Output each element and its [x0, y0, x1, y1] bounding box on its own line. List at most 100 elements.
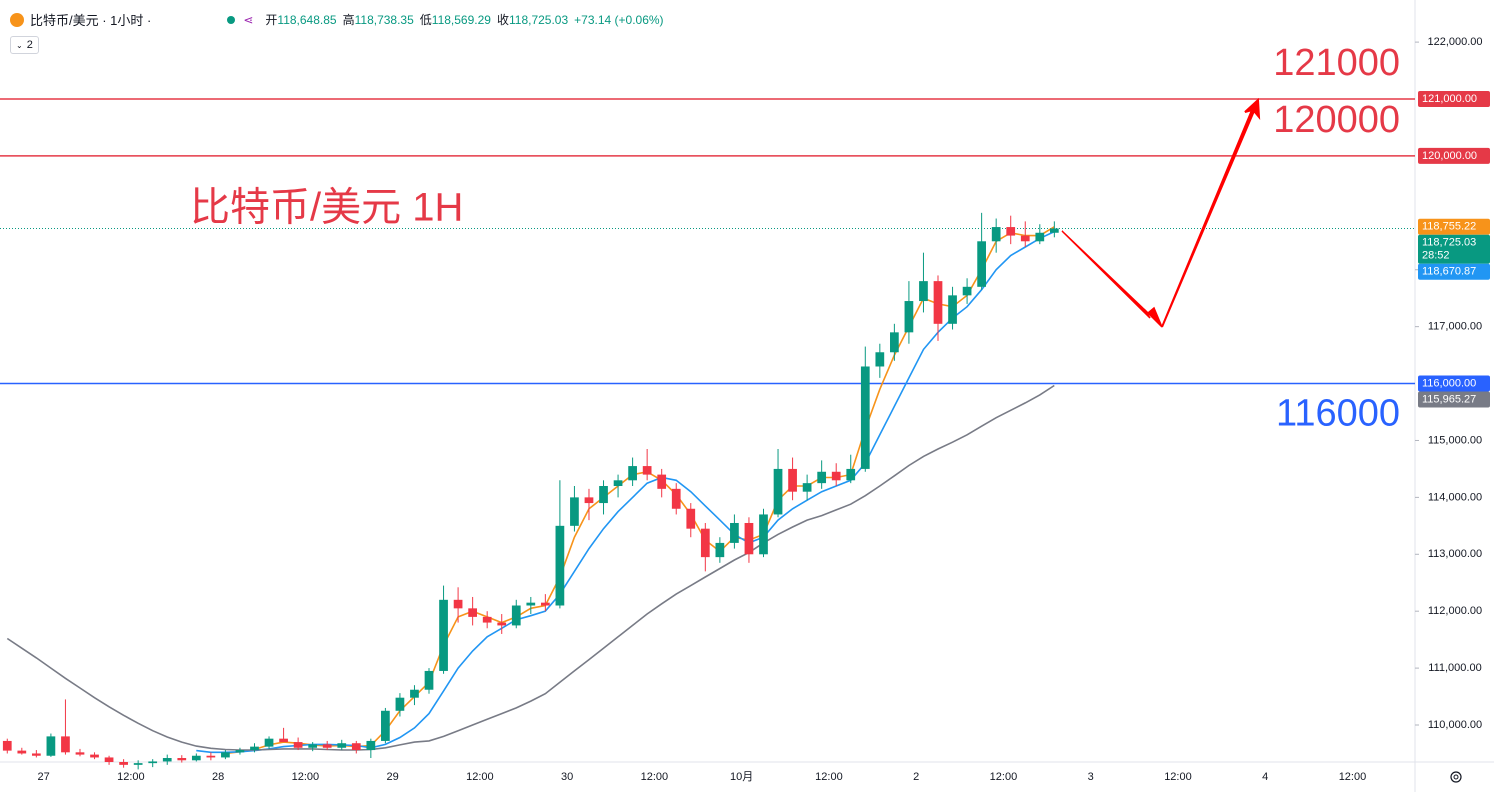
- settings-icon[interactable]: [1450, 771, 1462, 783]
- price-tag-label: 118,670.87: [1422, 266, 1476, 278]
- x-tick-label: 3: [1088, 771, 1094, 783]
- candle-body: [75, 752, 85, 755]
- candle-body: [773, 468, 783, 515]
- candle-body: [2, 740, 12, 751]
- level-label: 120000: [1273, 99, 1400, 141]
- ohlc-label: 高: [342, 13, 355, 27]
- ohlc-label: 收: [496, 13, 509, 27]
- candle-body: [410, 689, 419, 698]
- candle-body: [162, 758, 172, 762]
- x-tick-label: 12:00: [815, 771, 843, 783]
- candle-body: [860, 366, 870, 469]
- y-tick-label: 113,000.00: [1428, 548, 1482, 560]
- level-label: 121000: [1273, 42, 1400, 84]
- price-tag-label: 120,000.00: [1422, 150, 1477, 162]
- price-tag: [1418, 218, 1490, 235]
- candle-body: [802, 483, 812, 492]
- price-tag: [1418, 391, 1490, 408]
- y-tick-label: 110,000.00: [1428, 719, 1482, 731]
- arrow-down: [1061, 230, 1163, 328]
- candle-body: [628, 466, 637, 481]
- moving-average: [6, 384, 1055, 751]
- candle-body: [482, 616, 492, 623]
- candle-body: [919, 281, 928, 302]
- candle-body: [948, 295, 957, 324]
- ohlc-value: 118,738.35: [354, 13, 414, 27]
- candle-body: [133, 763, 143, 765]
- candle-body: [497, 622, 507, 626]
- candle-body: [526, 602, 536, 606]
- candle-body: [90, 754, 99, 758]
- candle-body: [904, 301, 914, 333]
- candle-body: [759, 514, 768, 555]
- moving-average: [196, 230, 1055, 754]
- x-tick-label: 12:00: [292, 771, 320, 783]
- candle-body: [584, 497, 594, 504]
- candle-body: [1020, 235, 1030, 242]
- x-tick-label: 30: [561, 771, 573, 783]
- level-label: 116000: [1276, 393, 1400, 435]
- candle-body: [977, 241, 986, 287]
- candle-body: [1035, 232, 1045, 242]
- arrow-up: [1161, 97, 1261, 328]
- indicator-count: 2: [26, 39, 33, 51]
- candle-body: [555, 525, 565, 606]
- chart-title: 比特币/美元 1H: [190, 186, 463, 230]
- candle-body: [439, 599, 448, 671]
- candle-body: [308, 744, 318, 748]
- candle-body: [191, 755, 201, 761]
- candle-body: [221, 752, 230, 758]
- candle-body: [31, 753, 41, 756]
- candle-body: [730, 522, 739, 543]
- ohlc-label: 低: [419, 13, 432, 27]
- btc-icon: [10, 12, 24, 27]
- candle-body: [715, 542, 725, 558]
- y-tick-label: 111,000.00: [1428, 662, 1481, 674]
- status-dot: [227, 15, 236, 24]
- ohlc-label: 开: [265, 13, 278, 27]
- candle-body: [657, 474, 667, 489]
- x-tick-label: 29: [387, 771, 399, 783]
- symbol[interactable]: 比特币/美元 · 1小时 ·: [30, 13, 152, 28]
- candle-body: [613, 480, 623, 486]
- symbol-row: 比特币/美元 · 1小时 · ⋖ 开118,648.85 高118,738.35 低…: [10, 10, 670, 29]
- indicator-toggle[interactable]: ⌄ 2: [10, 36, 39, 54]
- candle-body: [206, 755, 216, 758]
- candle-body: [788, 468, 797, 492]
- candle-body: [381, 710, 390, 741]
- candle-body: [846, 468, 856, 481]
- y-tick-label: 115,000.00: [1428, 434, 1482, 446]
- candle-body: [293, 742, 303, 748]
- candle-body: [817, 471, 827, 484]
- candle-body: [453, 599, 463, 609]
- x-tick-label: 27: [38, 771, 50, 783]
- candle-body: [264, 738, 274, 747]
- price-tag-label: 116,000.00: [1422, 377, 1476, 389]
- x-tick-label: 12:00: [466, 771, 494, 783]
- candle-body: [511, 605, 521, 626]
- candle-body: [642, 466, 652, 475]
- candle-body: [322, 744, 332, 748]
- share-icon[interactable]: ⋖: [243, 12, 254, 27]
- ohlc: 开118,648.85 高118,738.35 低118,569.29 收118,72…: [265, 11, 574, 28]
- price-tag: [1418, 375, 1490, 392]
- x-tick-label: 2: [913, 771, 919, 783]
- y-tick-label: 122,000.00: [1427, 36, 1482, 48]
- price-tag-label: 118,755.22: [1422, 221, 1476, 233]
- x-tick-label: 28: [212, 771, 224, 783]
- candle-body: [744, 522, 754, 555]
- countdown: 28:52: [1422, 250, 1450, 262]
- candle-body: [831, 471, 841, 481]
- candle-body: [1049, 228, 1059, 233]
- x-tick-label: 12:00: [990, 771, 1018, 783]
- price-tag-label: 115,965.27: [1422, 393, 1476, 405]
- candle-body: [46, 736, 56, 756]
- candle-body: [890, 332, 899, 353]
- candle-body: [700, 528, 710, 558]
- candle-body: [104, 757, 114, 762]
- ohlc-value: 118,725.03: [508, 13, 569, 27]
- candle-body: [933, 281, 943, 324]
- candle-body: [119, 762, 128, 765]
- y-tick-label: 114,000.00: [1428, 491, 1482, 503]
- candle-body: [540, 602, 550, 606]
